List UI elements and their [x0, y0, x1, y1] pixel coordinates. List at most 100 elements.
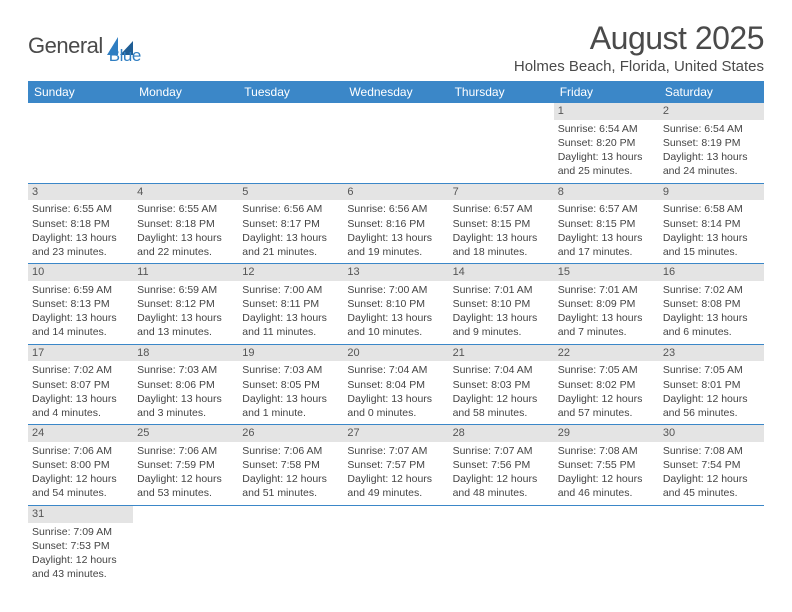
page: General Blue August 2025 Holmes Beach, F… — [0, 0, 792, 595]
day-details: Sunrise: 7:00 AMSunset: 8:10 PMDaylight:… — [347, 283, 444, 340]
calendar-day-cell: 24 Sunrise: 7:06 AMSunset: 8:00 PMDayligh… — [28, 425, 133, 506]
day-number: 15 — [554, 264, 659, 281]
day-number: 6 — [343, 184, 448, 201]
day-number: 23 — [659, 345, 764, 362]
day-details: Sunrise: 6:55 AMSunset: 8:18 PMDaylight:… — [137, 202, 234, 259]
day-number: 29 — [554, 425, 659, 442]
day-number: 27 — [343, 425, 448, 442]
calendar-day-cell: 1Sunrise: 6:54 AMSunset: 8:20 PMDaylight… — [554, 103, 659, 183]
calendar-week-row: 10 Sunrise: 6:59 AMSunset: 8:13 PMDayligh… — [28, 264, 764, 345]
day-details: Sunrise: 7:02 AMSunset: 8:08 PMDaylight:… — [663, 283, 760, 340]
day-details: Sunrise: 6:58 AMSunset: 8:14 PMDaylight:… — [663, 202, 760, 259]
calendar-day-cell — [238, 103, 343, 183]
calendar-day-cell: 30Sunrise: 7:08 AMSunset: 7:54 PMDayligh… — [659, 425, 764, 506]
calendar-day-cell — [449, 103, 554, 183]
calendar-day-cell — [554, 505, 659, 585]
title-block: August 2025 Holmes Beach, Florida, Unite… — [514, 20, 764, 75]
calendar-day-cell — [238, 505, 343, 585]
calendar-day-cell: 27Sunrise: 7:07 AMSunset: 7:57 PMDayligh… — [343, 425, 448, 506]
calendar-day-cell — [449, 505, 554, 585]
day-number: 8 — [554, 184, 659, 201]
day-details: Sunrise: 7:04 AMSunset: 8:04 PMDaylight:… — [347, 363, 444, 420]
calendar-day-cell: 6Sunrise: 6:56 AMSunset: 8:16 PMDaylight… — [343, 183, 448, 264]
day-details: Sunrise: 7:06 AMSunset: 8:00 PMDaylight:… — [32, 444, 129, 501]
day-number: 5 — [238, 184, 343, 201]
day-details: Sunrise: 7:02 AMSunset: 8:07 PMDaylight:… — [32, 363, 129, 420]
calendar-day-cell: 8Sunrise: 6:57 AMSunset: 8:15 PMDaylight… — [554, 183, 659, 264]
calendar-table: Sunday Monday Tuesday Wednesday Thursday… — [28, 81, 764, 585]
day-number: 17 — [28, 345, 133, 362]
day-number: 22 — [554, 345, 659, 362]
calendar-week-row: 1Sunrise: 6:54 AMSunset: 8:20 PMDaylight… — [28, 103, 764, 183]
day-number: 3 — [28, 184, 133, 201]
day-number: 11 — [133, 264, 238, 281]
day-details: Sunrise: 7:03 AMSunset: 8:05 PMDaylight:… — [242, 363, 339, 420]
day-number: 12 — [238, 264, 343, 281]
weekday-header: Sunday — [28, 81, 133, 103]
day-number: 18 — [133, 345, 238, 362]
day-details: Sunrise: 7:07 AMSunset: 7:56 PMDaylight:… — [453, 444, 550, 501]
logo: General Blue — [28, 26, 141, 66]
day-number: 16 — [659, 264, 764, 281]
calendar-body: 1Sunrise: 6:54 AMSunset: 8:20 PMDaylight… — [28, 103, 764, 585]
calendar-day-cell: 14 Sunrise: 7:01 AMSunset: 8:10 PMDayligh… — [449, 264, 554, 345]
day-details: Sunrise: 6:57 AMSunset: 8:15 PMDaylight:… — [453, 202, 550, 259]
day-details: Sunrise: 7:08 AMSunset: 7:54 PMDaylight:… — [663, 444, 760, 501]
day-number: 28 — [449, 425, 554, 442]
day-number: 21 — [449, 345, 554, 362]
header: General Blue August 2025 Holmes Beach, F… — [28, 20, 764, 75]
calendar-day-cell: 21Sunrise: 7:04 AMSunset: 8:03 PMDayligh… — [449, 344, 554, 425]
day-details: Sunrise: 7:08 AMSunset: 7:55 PMDaylight:… — [558, 444, 655, 501]
day-details: Sunrise: 7:03 AMSunset: 8:06 PMDaylight:… — [137, 363, 234, 420]
day-number: 20 — [343, 345, 448, 362]
calendar-day-cell: 23Sunrise: 7:05 AMSunset: 8:01 PMDayligh… — [659, 344, 764, 425]
logo-text-1: General — [28, 33, 103, 59]
day-details: Sunrise: 7:01 AMSunset: 8:10 PMDaylight:… — [453, 283, 550, 340]
location-text: Holmes Beach, Florida, United States — [514, 58, 764, 75]
weekday-header: Thursday — [449, 81, 554, 103]
day-details: Sunrise: 6:59 AMSunset: 8:13 PMDaylight:… — [32, 283, 129, 340]
day-details: Sunrise: 7:06 AMSunset: 7:58 PMDaylight:… — [242, 444, 339, 501]
calendar-week-row: 17Sunrise: 7:02 AMSunset: 8:07 PMDayligh… — [28, 344, 764, 425]
calendar-day-cell: 29 Sunrise: 7:08 AMSunset: 7:55 PMDayligh… — [554, 425, 659, 506]
day-details: Sunrise: 7:04 AMSunset: 8:03 PMDaylight:… — [453, 363, 550, 420]
day-details: Sunrise: 6:59 AMSunset: 8:12 PMDaylight:… — [137, 283, 234, 340]
day-number: 14 — [449, 264, 554, 281]
calendar-day-cell: 5Sunrise: 6:56 AMSunset: 8:17 PMDaylight… — [238, 183, 343, 264]
calendar-day-cell: 10 Sunrise: 6:59 AMSunset: 8:13 PMDayligh… — [28, 264, 133, 345]
day-number: 10 — [28, 264, 133, 281]
weekday-header-row: Sunday Monday Tuesday Wednesday Thursday… — [28, 81, 764, 103]
day-details: Sunrise: 7:05 AMSunset: 8:02 PMDaylight:… — [558, 363, 655, 420]
calendar-day-cell: 12Sunrise: 7:00 AMSunset: 8:11 PMDayligh… — [238, 264, 343, 345]
day-number: 9 — [659, 184, 764, 201]
calendar-day-cell: 26Sunrise: 7:06 AMSunset: 7:58 PMDayligh… — [238, 425, 343, 506]
weekday-header: Friday — [554, 81, 659, 103]
calendar-day-cell: 28 Sunrise: 7:07 AMSunset: 7:56 PMDayligh… — [449, 425, 554, 506]
day-number: 4 — [133, 184, 238, 201]
calendar-week-row: 24 Sunrise: 7:06 AMSunset: 8:00 PMDayligh… — [28, 425, 764, 506]
day-number: 31 — [28, 506, 133, 523]
weekday-header: Monday — [133, 81, 238, 103]
page-title: August 2025 — [514, 20, 764, 57]
calendar-day-cell: 7Sunrise: 6:57 AMSunset: 8:15 PMDaylight… — [449, 183, 554, 264]
calendar-day-cell — [343, 103, 448, 183]
day-details: Sunrise: 7:09 AMSunset: 7:53 PMDaylight:… — [32, 525, 129, 582]
day-number: 24 — [28, 425, 133, 442]
day-details: Sunrise: 6:55 AMSunset: 8:18 PMDaylight:… — [32, 202, 129, 259]
day-details: Sunrise: 7:01 AMSunset: 8:09 PMDaylight:… — [558, 283, 655, 340]
day-details: Sunrise: 6:54 AMSunset: 8:19 PMDaylight:… — [663, 122, 760, 179]
calendar-day-cell: 9Sunrise: 6:58 AMSunset: 8:14 PMDaylight… — [659, 183, 764, 264]
calendar-day-cell — [343, 505, 448, 585]
calendar-day-cell — [28, 103, 133, 183]
calendar-week-row: 31 Sunrise: 7:09 AMSunset: 7:53 PMDayligh… — [28, 505, 764, 585]
calendar-day-cell: 18Sunrise: 7:03 AMSunset: 8:06 PMDayligh… — [133, 344, 238, 425]
calendar-day-cell — [659, 505, 764, 585]
day-details: Sunrise: 6:56 AMSunset: 8:17 PMDaylight:… — [242, 202, 339, 259]
calendar-day-cell — [133, 103, 238, 183]
weekday-header: Tuesday — [238, 81, 343, 103]
day-number: 2 — [659, 103, 764, 120]
calendar-day-cell: 13Sunrise: 7:00 AMSunset: 8:10 PMDayligh… — [343, 264, 448, 345]
weekday-header: Wednesday — [343, 81, 448, 103]
calendar-week-row: 3Sunrise: 6:55 AMSunset: 8:18 PMDaylight… — [28, 183, 764, 264]
calendar-day-cell: 19Sunrise: 7:03 AMSunset: 8:05 PMDayligh… — [238, 344, 343, 425]
